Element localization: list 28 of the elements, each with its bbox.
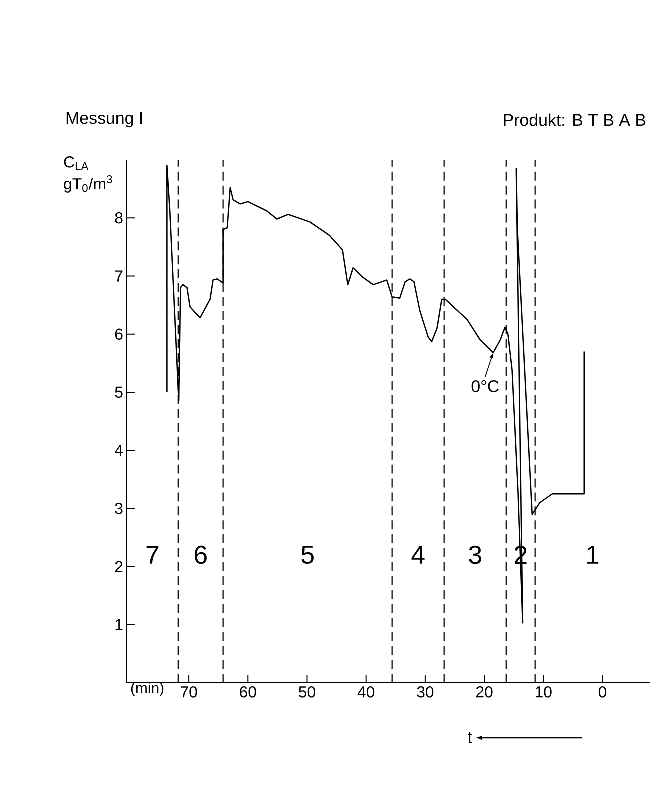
annotation: 7: [146, 546, 159, 564]
chart-subtitle: Produkt: B T B A B: [504, 114, 646, 126]
y-tick-label: 2: [115, 561, 123, 572]
annotation: 1: [587, 546, 599, 564]
x-tick-label: 20: [476, 686, 493, 698]
x-tick-label: 50: [299, 686, 316, 698]
annotation: 3: [469, 546, 482, 564]
y-tick-label: 7: [115, 270, 123, 282]
annotation: 0°C: [472, 380, 499, 392]
x-tick-label: 70: [180, 686, 198, 698]
x-tick-label: 30: [417, 686, 434, 698]
x-tick-label: 40: [358, 686, 375, 698]
y-axis-title: C$_{LA}$ gT$_{0}$/m$^{3}$: [64, 156, 112, 193]
annotation: 4: [412, 546, 425, 564]
chart-title: Messung I: [66, 112, 142, 128]
text: t: [468, 732, 472, 744]
y-tick-label: 5: [115, 386, 123, 398]
annotation: 6: [194, 546, 207, 564]
x-axis-title: (min): [131, 682, 164, 696]
x-tick-label: 10: [536, 686, 552, 698]
y-tick-label: 4: [114, 445, 123, 456]
y-tick-label: 1: [116, 619, 123, 630]
y-tick-label: 6: [115, 328, 123, 340]
x-tick-label: 0: [598, 686, 607, 698]
annotation: 5: [302, 546, 314, 564]
y-tick-label: 8: [115, 212, 123, 224]
y-tick-label: 3: [115, 503, 123, 514]
x-tick-label: 60: [240, 686, 256, 698]
